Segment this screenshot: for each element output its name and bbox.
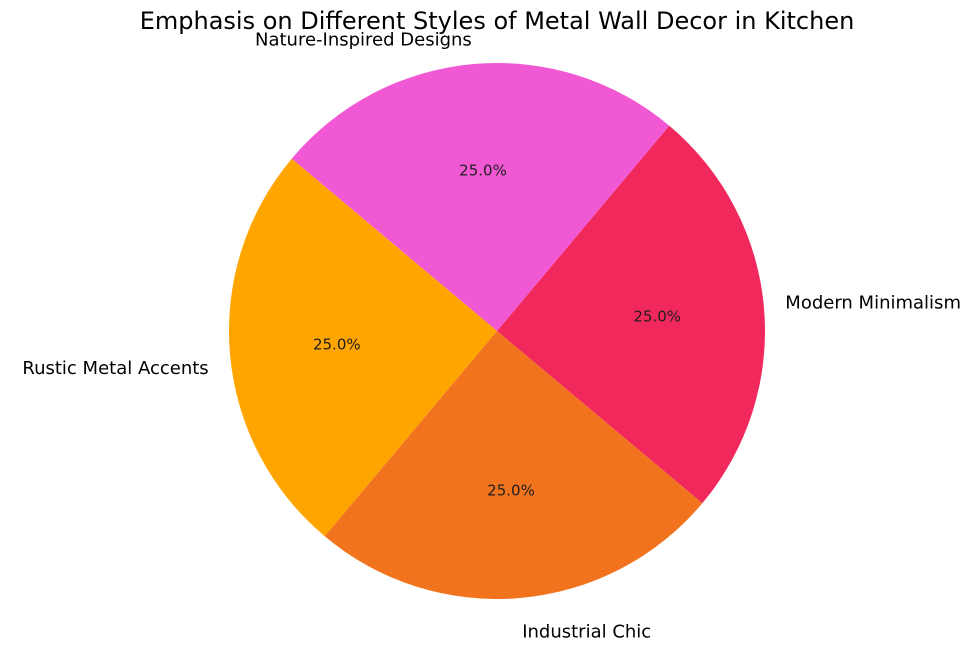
pie-label-nature-inspired-designs: Nature-Inspired Designs bbox=[255, 29, 472, 50]
pie-label-modern-minimalism: Modern Minimalism bbox=[785, 293, 961, 314]
pie-percent-rustic-metal-accents: 25.0% bbox=[313, 336, 361, 354]
chart-title: Emphasis on Different Styles of Metal Wa… bbox=[139, 7, 855, 35]
pie-percent-industrial-chic: 25.0% bbox=[487, 482, 535, 500]
pie-label-rustic-metal-accents: Rustic Metal Accents bbox=[22, 358, 208, 379]
pie-slice-modern-minimalism bbox=[497, 125, 766, 504]
pie-slice-rustic-metal-accents bbox=[228, 158, 498, 537]
pie-slice-industrial-chic bbox=[324, 331, 703, 600]
pie-percent-nature-inspired-designs: 25.0% bbox=[459, 161, 507, 179]
pie-percent-modern-minimalism: 25.0% bbox=[633, 308, 681, 326]
pie-slice-nature-inspired-designs bbox=[291, 62, 670, 331]
pie-label-industrial-chic: Industrial Chic bbox=[522, 621, 651, 642]
